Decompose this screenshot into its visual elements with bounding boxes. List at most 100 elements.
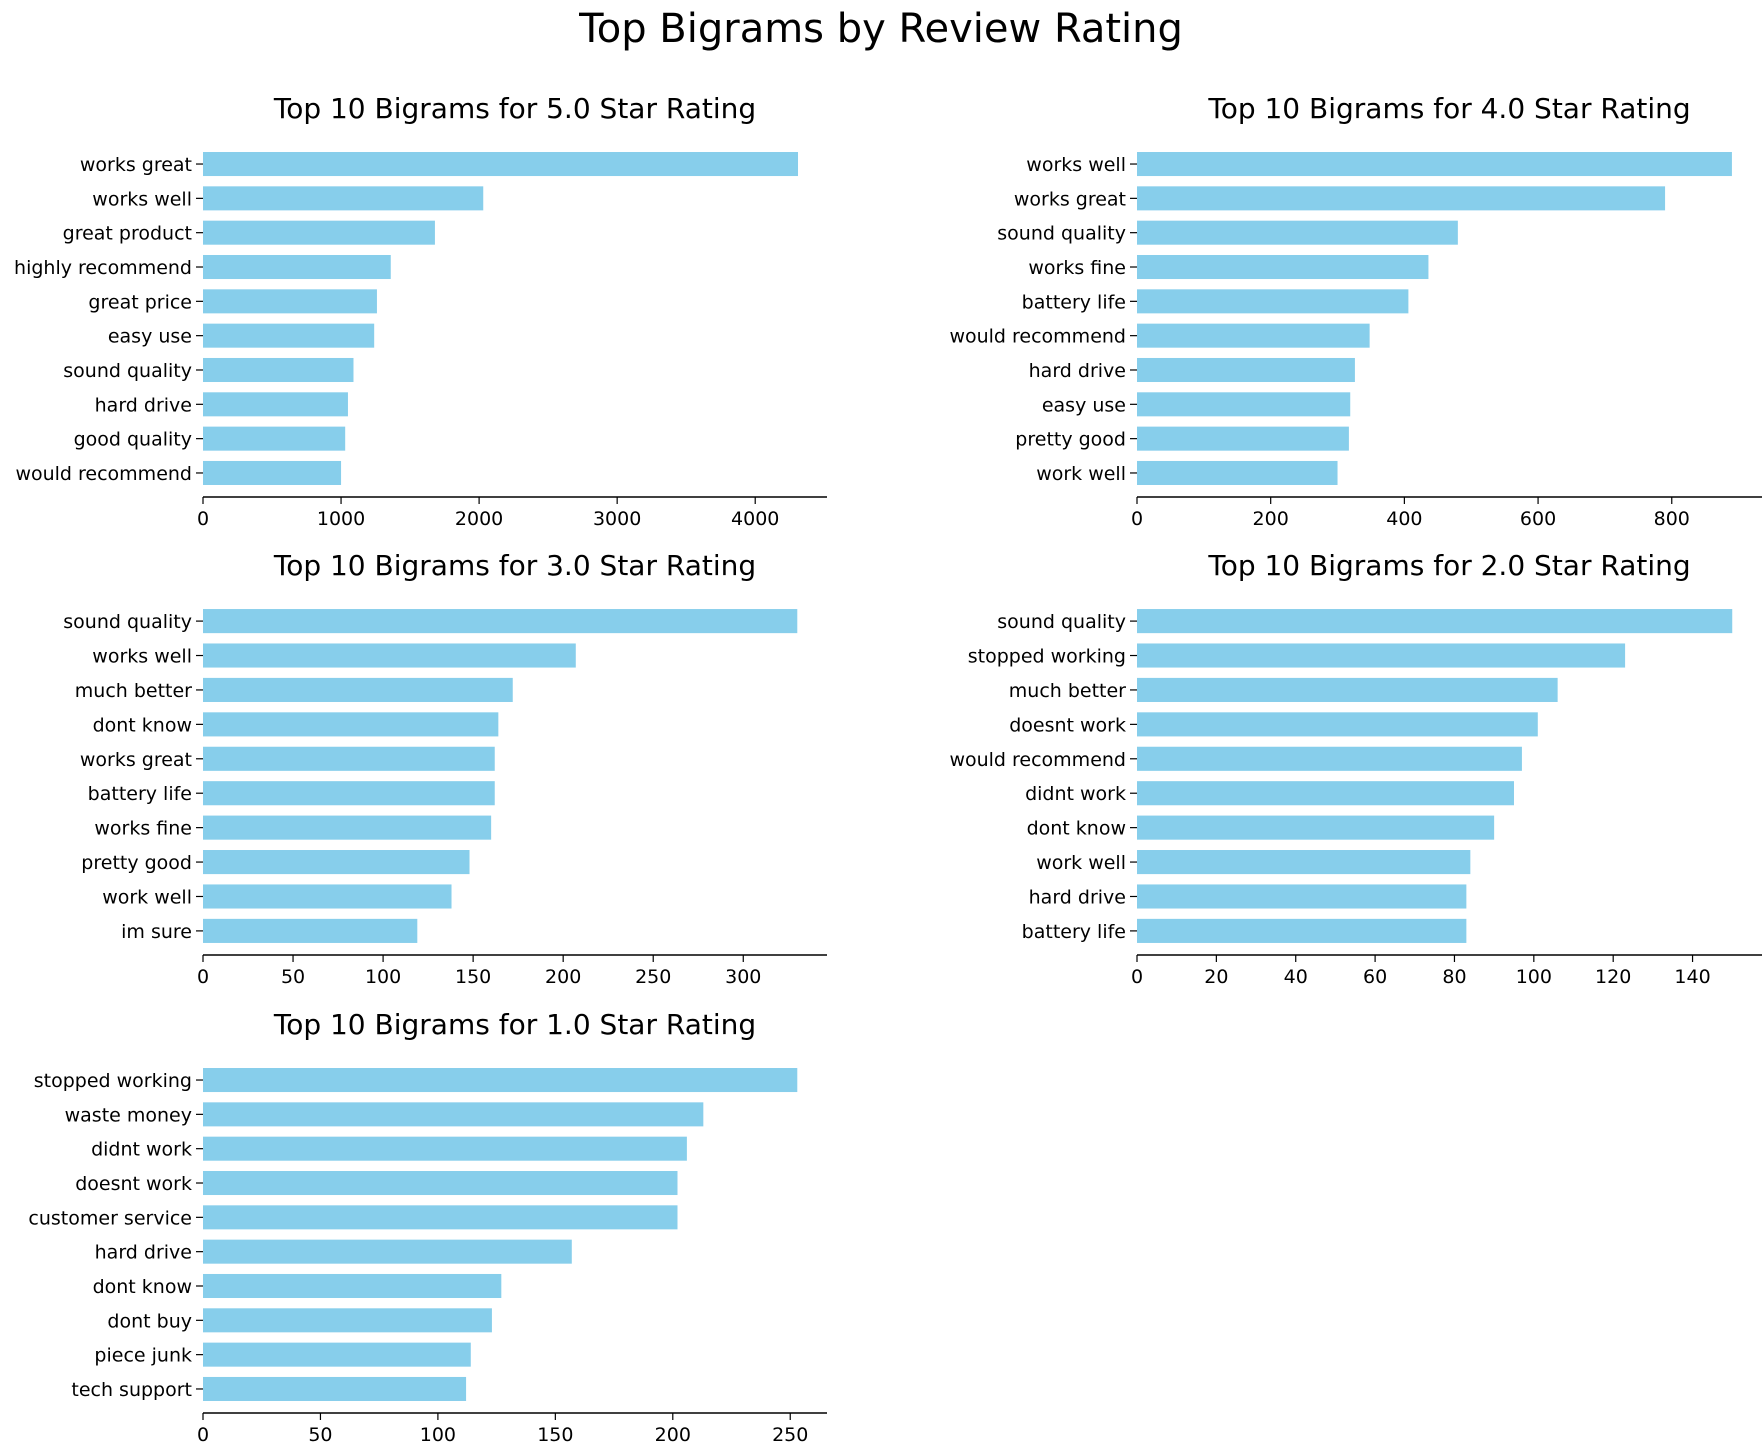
subplot-5: Top 10 Bigrams for 1.0 Star Rating stoppe… — [28, 1008, 827, 1443]
x-tick-label: 0 — [197, 1424, 209, 1443]
category-label: sound quality — [63, 360, 192, 382]
bar — [1137, 918, 1467, 943]
bar — [203, 1342, 471, 1367]
bar — [203, 781, 495, 806]
subplot-title: Top 10 Bigrams for 3.0 Star Rating — [273, 549, 756, 582]
category-label: doesnt work — [75, 1173, 192, 1195]
bar — [203, 1102, 704, 1127]
bar — [1137, 323, 1370, 348]
category-label: piece junk — [94, 1345, 192, 1367]
bar — [203, 1308, 492, 1333]
category-label: hard drive — [1029, 360, 1126, 382]
x-tick-label: 150 — [455, 966, 491, 988]
bar — [1137, 460, 1338, 485]
category-label: much better — [75, 680, 192, 702]
category-label: works great — [80, 154, 192, 176]
subplot-title: Top 10 Bigrams for 4.0 Star Rating — [1207, 92, 1690, 125]
category-label: im sure — [121, 921, 192, 943]
category-label: much better — [1009, 680, 1126, 702]
bar — [203, 186, 484, 211]
category-label: pretty good — [1015, 429, 1126, 451]
category-label: works great — [1014, 188, 1126, 210]
subplot-2: Top 10 Bigrams for 4.0 Star Rating works … — [949, 92, 1762, 530]
category-label: dont know — [93, 1276, 192, 1298]
category-label: works fine — [94, 818, 192, 840]
x-tick-label: 0 — [1131, 966, 1143, 988]
bar — [1137, 254, 1429, 280]
bar — [203, 254, 391, 280]
category-label: sound quality — [997, 611, 1126, 633]
category-label: works well — [92, 188, 192, 210]
bar — [1137, 643, 1626, 668]
category-label: didnt work — [91, 1139, 192, 1161]
x-tick-label: 300 — [725, 966, 761, 988]
bar — [203, 918, 418, 943]
category-label: sound quality — [997, 223, 1126, 245]
x-tick-label: 80 — [1442, 966, 1466, 988]
category-label: works well — [1026, 154, 1126, 176]
bar — [203, 1136, 687, 1161]
bar — [1137, 152, 1732, 177]
x-tick-label: 0 — [197, 508, 209, 530]
subplot-3: Top 10 Bigrams for 3.0 Star Rating sound … — [63, 549, 827, 988]
bar — [1137, 289, 1409, 314]
x-tick-label: 120 — [1595, 966, 1631, 988]
category-label: pretty good — [81, 852, 192, 874]
subplot-4: Top 10 Bigrams for 2.0 Star Rating sound … — [949, 549, 1762, 988]
category-label: dont know — [1027, 818, 1126, 840]
x-tick-label: 200 — [655, 1424, 691, 1443]
category-label: battery life — [1022, 921, 1126, 943]
bar — [203, 884, 452, 909]
category-label: hard drive — [1029, 886, 1126, 908]
x-tick-label: 4000 — [731, 508, 779, 530]
bar — [203, 460, 342, 485]
x-tick-label: 400 — [1386, 508, 1422, 530]
bar — [203, 677, 513, 702]
subplot-title: Top 10 Bigrams for 1.0 Star Rating — [273, 1008, 756, 1041]
category-label: work well — [1036, 852, 1126, 874]
category-label: work well — [102, 886, 192, 908]
bar — [203, 357, 354, 383]
category-label: highly recommend — [14, 257, 192, 279]
bar — [203, 289, 377, 314]
x-tick-label: 20 — [1204, 966, 1228, 988]
category-label: would recommend — [949, 326, 1126, 348]
bar — [1137, 220, 1458, 245]
bar — [203, 392, 348, 417]
x-tick-label: 250 — [772, 1424, 808, 1443]
category-label: easy use — [108, 326, 192, 348]
category-label: waste money — [65, 1104, 192, 1126]
x-tick-label: 200 — [1253, 508, 1289, 530]
bar — [1137, 850, 1471, 875]
category-label: great price — [88, 291, 192, 313]
bar — [1137, 392, 1351, 417]
x-tick-label: 50 — [308, 1424, 332, 1443]
category-label: dont know — [93, 714, 192, 736]
bar — [203, 220, 435, 245]
category-label: dont buy — [107, 1310, 192, 1332]
bar — [203, 1068, 798, 1093]
category-label: hard drive — [95, 394, 192, 416]
bar — [203, 746, 495, 771]
x-tick-label: 0 — [197, 966, 209, 988]
x-tick-label: 50 — [281, 966, 305, 988]
bar — [1137, 712, 1538, 737]
category-label: easy use — [1042, 394, 1126, 416]
bar — [203, 323, 375, 348]
category-label: stopped working — [34, 1070, 192, 1092]
x-tick-label: 600 — [1520, 508, 1556, 530]
panels: Top 10 Bigrams for 5.0 Star Rating works … — [14, 92, 1762, 1443]
category-label: customer service — [28, 1207, 192, 1229]
x-tick-label: 200 — [545, 966, 581, 988]
x-tick-label: 2000 — [455, 508, 503, 530]
category-label: didnt work — [1025, 783, 1126, 805]
bar — [1137, 186, 1666, 211]
subplot-title: Top 10 Bigrams for 5.0 Star Rating — [273, 92, 756, 125]
bar — [1137, 426, 1349, 451]
category-label: would recommend — [949, 749, 1126, 771]
bar — [203, 1239, 572, 1264]
category-label: battery life — [88, 783, 192, 805]
x-tick-label: 1000 — [317, 508, 365, 530]
bar — [1137, 357, 1355, 383]
